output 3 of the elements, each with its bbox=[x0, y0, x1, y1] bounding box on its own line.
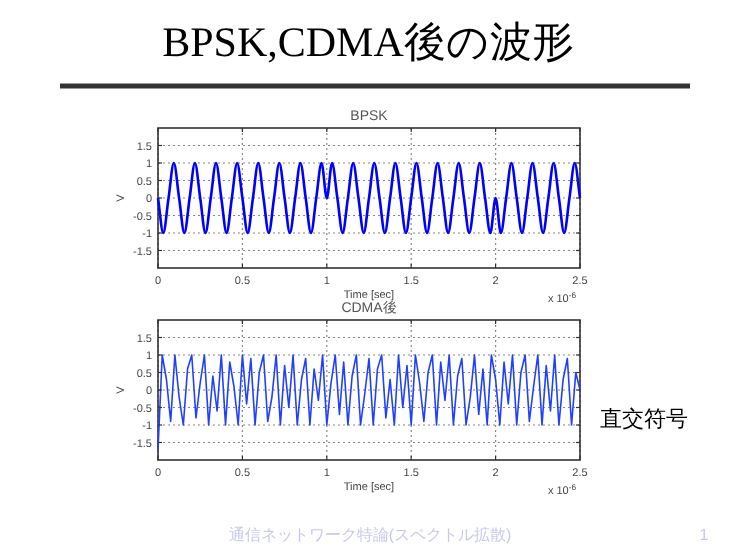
text: BPSK,CDMA後の波形 bbox=[162, 18, 574, 66]
text: 直交符号 bbox=[600, 406, 688, 432]
line-series bbox=[157, 354, 581, 451]
